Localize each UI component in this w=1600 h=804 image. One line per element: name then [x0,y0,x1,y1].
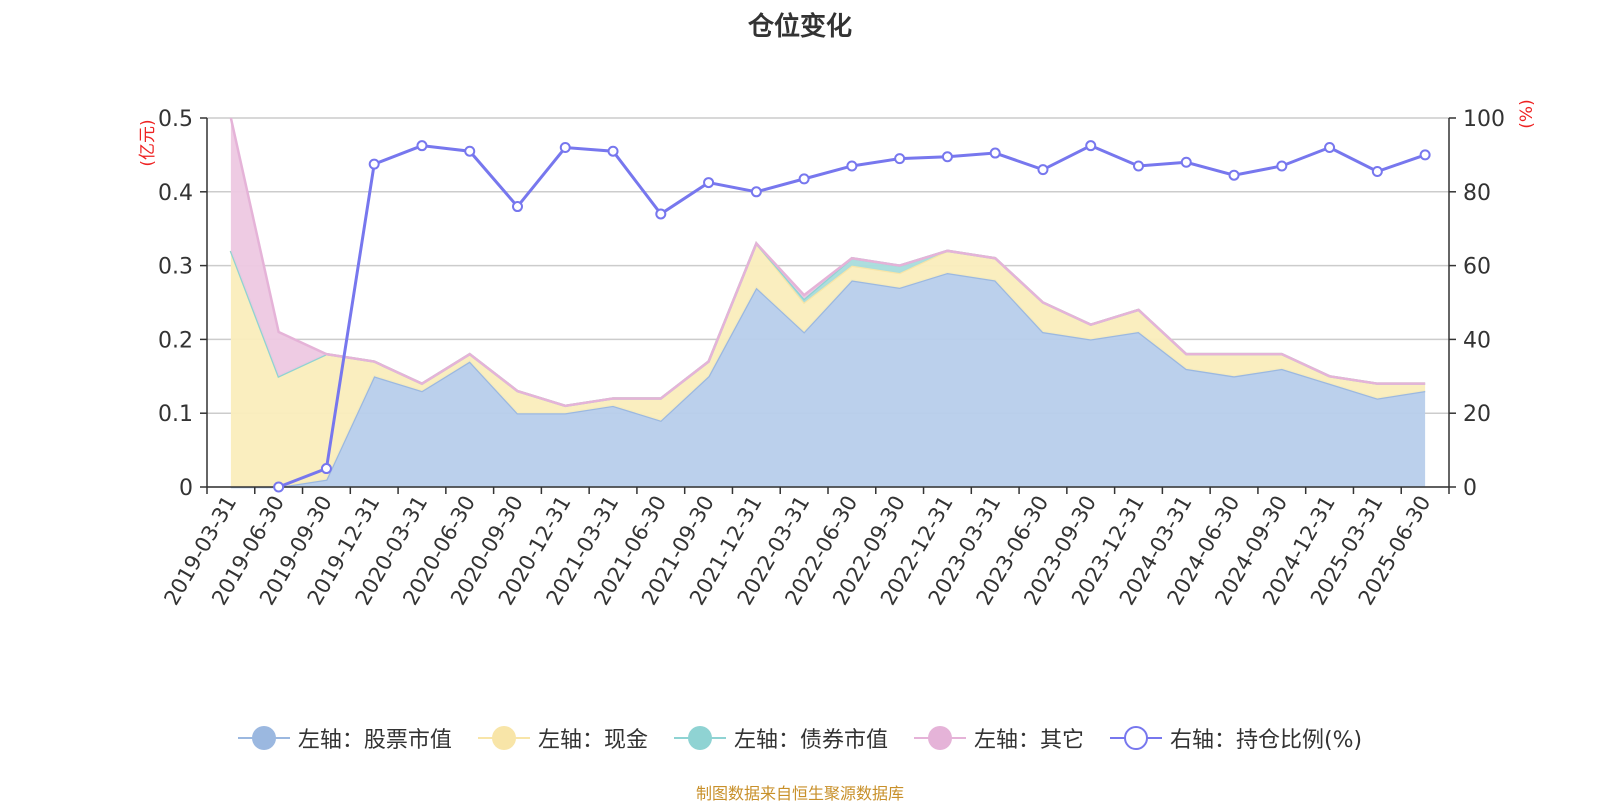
line-point [1037,164,1049,176]
legend-label: 左轴：股票市值 [297,728,452,753]
line-point [1419,149,1431,161]
right-axis-tick-label: 20 [1463,402,1491,427]
line-point [1085,140,1097,152]
line-point [894,153,906,165]
chart-title: 仓位变化 [747,12,852,42]
data-source-note: 制图数据来自恒生聚源数据库 [695,784,904,803]
legend-filled-circle-icon [673,724,726,752]
legend-hollow-circle-icon [1109,724,1162,752]
left-axis-tick-label: 0.5 [158,107,193,132]
line-point [1180,156,1192,168]
left-axis-tick-label: 0.1 [158,402,193,427]
line-point [464,145,476,157]
legend-filled-circle-icon [913,724,966,752]
line-point [941,151,953,163]
legend-label: 左轴：其它 [973,728,1084,753]
left-axis-tick-label: 0 [179,476,193,501]
line-point [1324,142,1336,154]
line-point [416,140,428,152]
legend-label: 右轴：持仓比例(%) [1169,728,1363,753]
left-axis-unit: (亿元) [138,119,158,166]
line-point [559,142,571,154]
right-axis-unit: (%) [1517,99,1537,128]
legend-item[interactable]: 左轴：债券市值 [673,722,888,754]
area-series [230,272,1426,487]
area-series-line [229,117,1426,408]
line-point [1228,169,1240,181]
legend-label: 左轴：债券市值 [733,728,888,753]
legend-item[interactable]: 左轴：其它 [913,722,1084,754]
legend-item[interactable]: 左轴：现金 [477,722,648,754]
line-point [703,177,715,189]
legend: 左轴：股票市值 左轴：现金 左轴：债券市值 左轴：其它 右轴：持仓比例(%) [0,722,1600,754]
line-point [320,463,332,475]
line-point [989,147,1001,159]
right-axis-tick-label: 40 [1463,328,1491,353]
area-series [230,243,1426,487]
line-point [798,173,810,185]
left-axis-tick-label: 0.3 [158,255,193,280]
legend-filled-circle-icon [477,724,530,752]
legend-item[interactable]: 右轴：持仓比例(%) [1109,722,1363,754]
line-point [846,160,858,172]
legend-item[interactable]: 左轴：股票市值 [237,722,452,754]
legend-label: 左轴：现金 [537,728,648,753]
line-point [1371,166,1383,178]
line-point [1133,160,1144,172]
right-axis-tick-label: 80 [1463,181,1491,206]
line-point [512,201,523,213]
line-point [750,186,762,198]
left-axis-tick-label: 0.4 [158,181,193,206]
line-point [1276,160,1288,172]
left-axis-tick-label: 0.2 [158,328,193,353]
line-point [607,145,619,157]
right-axis-tick-label: 0 [1463,476,1477,501]
line-point [273,481,285,493]
line-point [368,158,380,170]
right-axis-tick-label: 60 [1463,255,1491,280]
line-point [655,208,667,220]
right-axis-tick-label: 100 [1463,107,1505,132]
legend-filled-circle-icon [237,724,290,752]
